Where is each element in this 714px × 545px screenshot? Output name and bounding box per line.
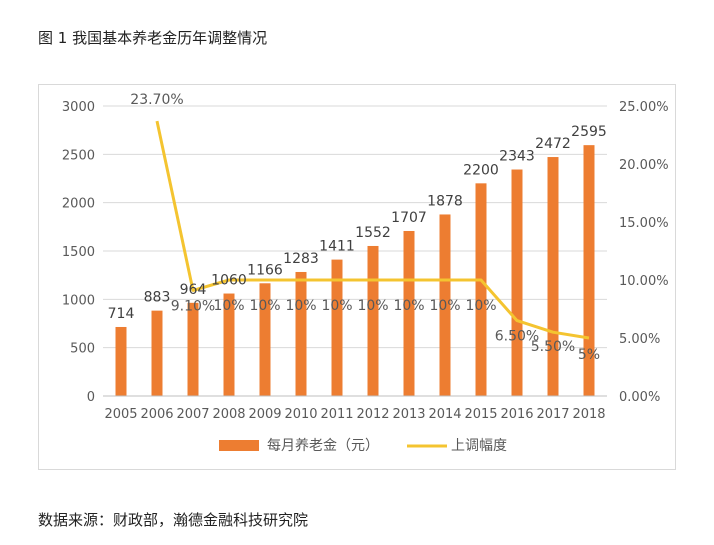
line-value-label: 5% <box>578 347 600 363</box>
line-series <box>155 120 590 340</box>
x-tick-label: 2006 <box>140 407 173 422</box>
y-right-tick-label: 20.00% <box>619 158 669 173</box>
data-source-note: 数据来源：财政部，瀚德金融科技研究院 <box>38 511 309 529</box>
y-left-tick-label: 2000 <box>62 197 95 212</box>
line-value-label: 10% <box>357 298 388 314</box>
legend-label-bar: 每月养老金（元） <box>267 438 379 454</box>
legend: 每月养老金（元） 上调幅度 <box>219 438 507 454</box>
x-tick-label: 2017 <box>536 407 569 422</box>
line-value-label: 10% <box>429 298 460 314</box>
line-value-label: 10% <box>285 298 316 314</box>
line-value-label: 23.70% <box>130 92 183 108</box>
line-value-label: 10% <box>393 298 424 314</box>
line-value-label: 9.10% <box>171 298 215 314</box>
bar <box>187 302 199 396</box>
bar-series <box>115 145 595 396</box>
bar-value-label: 964 <box>180 282 207 298</box>
bar <box>547 157 559 396</box>
series-line <box>155 120 590 340</box>
bar <box>295 271 307 396</box>
bar <box>583 145 595 396</box>
bar-value-label: 2200 <box>463 162 499 178</box>
x-tick-label: 2012 <box>356 407 389 422</box>
line-value-label: 10% <box>213 298 244 314</box>
chart-frame: 714 883 964 1060 1166 1283 1411 1552 1707 1878 220… <box>38 84 676 470</box>
x-tick-label: 2009 <box>248 407 281 422</box>
data-labels: 714 883 9641060116612831411155217071878220… <box>108 92 607 363</box>
x-tick-label: 2005 <box>104 407 137 422</box>
bar-value-label: 1878 <box>427 193 463 209</box>
bar <box>151 310 163 396</box>
bar-value-label: 2472 <box>535 136 571 152</box>
x-tick-label: 2010 <box>284 407 317 422</box>
bar-value-label: 2343 <box>499 149 535 165</box>
x-tick-label: 2015 <box>464 407 497 422</box>
gridlines <box>103 105 607 397</box>
bar <box>115 326 127 396</box>
y-left-tick-label: 3000 <box>62 100 95 115</box>
y-right-tick-label: 10.00% <box>619 274 669 289</box>
axes: 0 500 1000 1500 2000 2500 3000 0.00% 5.00% 10.00%… <box>62 100 669 422</box>
bar-value-label: 1707 <box>391 210 427 226</box>
bar <box>475 183 487 396</box>
bar-value-label: 1552 <box>355 225 391 241</box>
x-tick-label: 2013 <box>392 407 425 422</box>
bar <box>331 259 343 396</box>
x-tick-label: 2016 <box>500 407 533 422</box>
line-value-label: 5.50% <box>531 339 575 355</box>
bar <box>259 283 271 396</box>
y-left-tick-label: 2500 <box>62 148 95 163</box>
legend-swatch-bar <box>219 440 259 451</box>
bar-value-label: 714 <box>108 306 135 322</box>
y-right-tick-label: 5.00% <box>619 332 660 347</box>
x-tick-label: 2018 <box>572 407 605 422</box>
bar-value-label: 883 <box>144 290 171 306</box>
bar <box>367 245 379 396</box>
x-tick-label: 2014 <box>428 407 461 422</box>
y-right-tick-label: 15.00% <box>619 216 669 231</box>
bar-value-label: 1411 <box>319 239 355 255</box>
bar-value-label: 1283 <box>283 251 319 267</box>
line-value-label: 6.50% <box>495 329 539 345</box>
line-value-label: 10% <box>321 298 352 314</box>
bar <box>511 169 523 396</box>
bar <box>439 214 451 396</box>
x-tick-label: 2008 <box>212 407 245 422</box>
y-left-tick-label: 500 <box>70 342 95 357</box>
bar-value-label: 2595 <box>571 124 607 140</box>
bar <box>223 293 235 396</box>
combo-chart: 714 883 9641060116612831411155217071878220… <box>62 92 669 454</box>
x-tick-label: 2007 <box>176 407 209 422</box>
y-left-tick-label: 0 <box>87 390 95 405</box>
x-tick-label: 2011 <box>320 407 353 422</box>
bar-value-label: 1060 <box>211 273 247 289</box>
figure-title: 图 1 我国基本养老金历年调整情况 <box>38 29 268 47</box>
bar <box>403 230 415 396</box>
y-left-tick-label: 1500 <box>62 245 95 260</box>
y-right-tick-label: 25.00% <box>619 100 669 115</box>
line-value-label: 10% <box>465 298 496 314</box>
y-left-tick-label: 1000 <box>62 293 95 308</box>
y-right-tick-label: 0.00% <box>619 390 660 405</box>
line-value-label: 10% <box>249 298 280 314</box>
legend-label-line: 上调幅度 <box>451 438 507 454</box>
bar-value-label: 1166 <box>247 262 283 278</box>
